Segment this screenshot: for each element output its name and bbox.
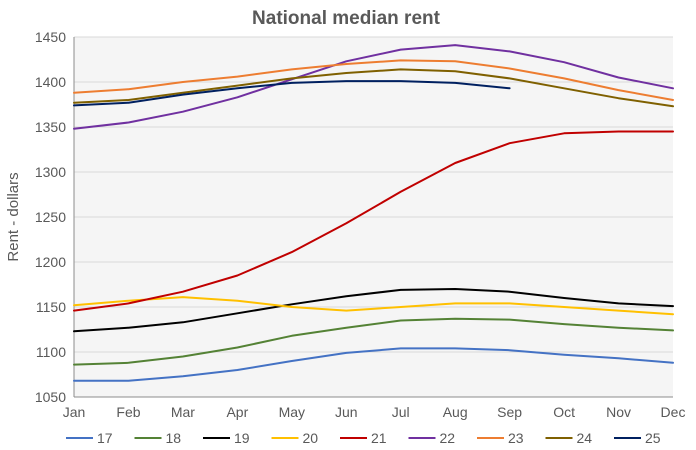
y-tick-label: 1150 — [36, 299, 66, 315]
x-tick-label: Aug — [443, 404, 468, 420]
y-tick-label: 1300 — [35, 164, 66, 180]
gridlines — [74, 36, 673, 353]
series-lines — [73, 44, 674, 382]
legend-item-18: 18 — [134, 430, 182, 446]
y-tick-label: 1200 — [35, 254, 66, 270]
legend-label: 20 — [303, 430, 319, 446]
y-axis-label: Rent - dollars — [5, 172, 22, 261]
series-line-19 — [73, 288, 674, 333]
legend-item-21: 21 — [340, 430, 387, 446]
legend-item-24: 24 — [545, 430, 593, 446]
legend-item-20: 20 — [271, 430, 319, 446]
y-tick-label: 1400 — [35, 74, 66, 90]
x-tick-label: Jan — [63, 404, 86, 420]
series-line-24 — [73, 68, 674, 108]
series-line-18 — [73, 317, 674, 366]
y-tick-label: 1450 — [35, 29, 66, 45]
series-line-25 — [73, 80, 511, 107]
legend-label: 22 — [440, 430, 456, 446]
series-line-23 — [73, 59, 674, 101]
series-line-21 — [73, 130, 674, 312]
legend-label: 18 — [166, 430, 182, 446]
y-tick-label: 1350 — [35, 119, 66, 135]
series-line-20 — [73, 296, 674, 316]
x-tick-label: Mar — [171, 404, 195, 420]
x-tick-label: Feb — [116, 404, 140, 420]
y-axis-ticks: 1050 1100 1150 1200 1250 1300 1350 1400 1450 — [35, 29, 66, 405]
x-tick-label: Jun — [335, 404, 358, 420]
x-tick-label: Jul — [392, 404, 410, 420]
legend-item-23: 23 — [477, 430, 524, 446]
legend-label: 24 — [577, 430, 593, 446]
legend-item-19: 19 — [203, 430, 250, 446]
y-tick-label: 1050 — [35, 389, 66, 405]
legend-label: 25 — [645, 430, 661, 446]
legend-item-25: 25 — [614, 430, 661, 446]
legend-item-22: 22 — [408, 430, 456, 446]
x-tick-label: May — [279, 404, 305, 420]
legend-item-17: 17 — [66, 430, 113, 446]
legend: 17 18 19 20 21 22 23 24 25 — [66, 430, 661, 446]
y-tick-label: 1250 — [35, 209, 66, 225]
axes — [73, 37, 673, 398]
x-tick-label: Dec — [661, 404, 686, 420]
chart-title: National median rent — [252, 8, 441, 29]
x-tick-label: Nov — [606, 404, 631, 420]
legend-label: 19 — [234, 430, 250, 446]
x-tick-label: Sep — [497, 404, 522, 420]
x-tick-label: Apr — [226, 404, 248, 420]
x-axis-ticks: Jan Feb Mar Apr May Jun Jul Aug Sep Oct Nov Dec — [63, 404, 686, 420]
legend-label: 17 — [97, 430, 113, 446]
x-tick-label: Oct — [553, 404, 575, 420]
y-tick-label: 1100 — [36, 344, 66, 360]
series-line-22 — [73, 44, 674, 130]
series-line-17 — [73, 347, 674, 382]
legend-label: 23 — [508, 430, 524, 446]
legend-label: 21 — [371, 430, 387, 446]
